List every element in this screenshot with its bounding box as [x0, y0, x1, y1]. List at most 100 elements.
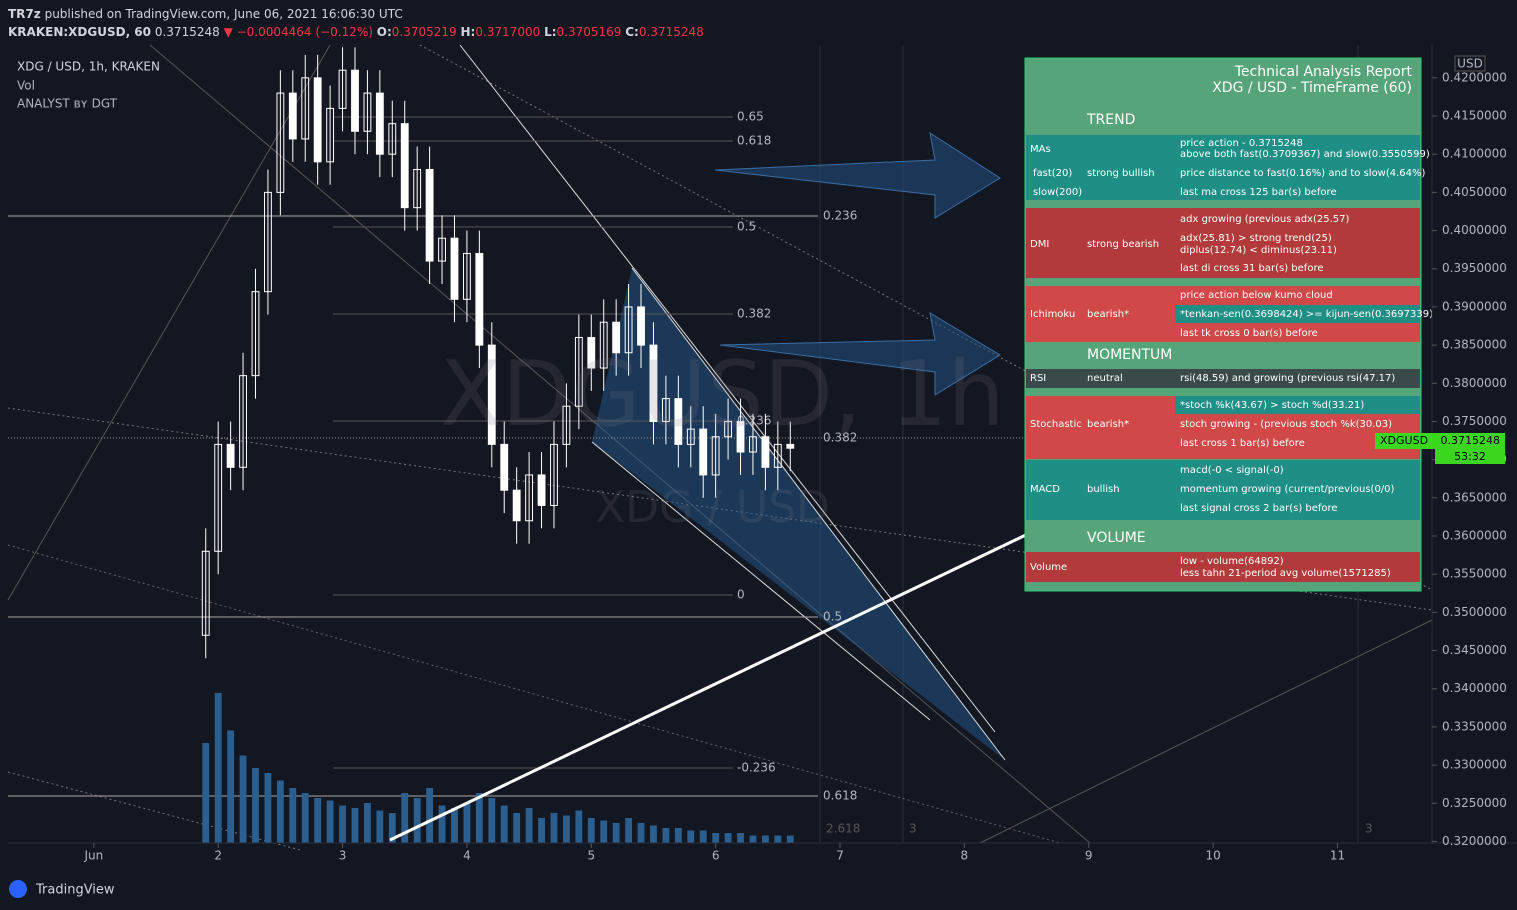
candle-body: [264, 191, 272, 293]
y-tick-label: 0.4000000: [1442, 223, 1507, 237]
arrow: [714, 131, 1001, 219]
volume-bar: [674, 828, 682, 843]
fib-label: 0.382: [737, 307, 771, 321]
gann-line: [979, 619, 1433, 844]
indicator-status: bearish*: [1087, 309, 1129, 320]
fib-label: 0.5: [737, 220, 756, 234]
y-tick-label: 0.4100000: [1442, 147, 1507, 161]
volume-bar: [202, 743, 210, 843]
candle-body: [674, 398, 683, 445]
volume-bar: [364, 803, 371, 843]
fib-label: 0.65: [737, 110, 764, 124]
y-tick-label: 0.3500000: [1442, 605, 1507, 619]
ohlc-label: L:: [544, 25, 556, 39]
fib-label: 2.618: [826, 822, 860, 836]
gann-line: [7, 44, 331, 601]
indicator-line: low - volume(64892): [1180, 556, 1284, 567]
ohlc-label: O:: [377, 25, 392, 39]
y-tick-label: 0.3450000: [1442, 643, 1507, 657]
volume-bar: [426, 788, 434, 843]
x-tick-label: 4: [463, 849, 471, 863]
y-tick-label: 0.3900000: [1442, 299, 1507, 313]
indicator-name: DMI: [1030, 239, 1049, 250]
volume-bar: [761, 835, 769, 843]
candle-body: [525, 474, 534, 522]
indicator-line: stoch growing - (previous stoch %k(30.03…: [1180, 419, 1392, 430]
fib-label: 0.618: [823, 789, 857, 803]
indicator-line: less tahn 21-period avg volume(1571285): [1180, 568, 1391, 579]
change: ▼ −0.0004464 (−0.12%): [224, 25, 373, 39]
candle-body: [363, 92, 372, 132]
volume-bar: [575, 810, 583, 843]
y-tick-label: 0.3250000: [1442, 796, 1507, 810]
x-tick-label: 9: [1085, 849, 1093, 863]
currency: USD: [1457, 57, 1483, 71]
volume-bar: [612, 823, 620, 843]
volume-bar: [413, 798, 421, 843]
candle-body: [450, 237, 459, 300]
candle-body: [749, 436, 757, 453]
volume-bar: [401, 793, 409, 843]
volume-bar: [264, 773, 272, 843]
candle-body: [736, 420, 745, 453]
x-tick-label: 10: [1205, 849, 1220, 863]
volume-bar: [376, 810, 384, 843]
candle-body: [326, 107, 335, 163]
dotted-trend: [419, 44, 1433, 591]
fib-label: 0.236: [737, 414, 771, 428]
candle-body: [761, 436, 770, 468]
volume-bar: [500, 805, 508, 843]
indicator-line: adx(25.81) > strong trend(25): [1180, 233, 1332, 244]
legend-vol: Vol: [17, 79, 35, 93]
candle-body: [400, 123, 409, 209]
publish-line: TR7z published on TradingView.com, June …: [8, 7, 403, 21]
legend-indicator: ANALYST ʙʏ DGT: [17, 97, 118, 111]
volume-bar: [513, 813, 521, 843]
indicator-line: *tenkan-sen(0.3698424) >= kijun-sen(0.36…: [1180, 309, 1433, 320]
volume-bar: [550, 813, 558, 843]
volume-bar: [637, 823, 645, 843]
indicator-line: last signal cross 2 bar(s) before: [1180, 503, 1338, 514]
y-tick-label: 0.3350000: [1442, 719, 1507, 733]
candle-body: [587, 336, 596, 369]
volume-bar: [749, 835, 757, 843]
arrow: [719, 312, 1001, 396]
volume-bar: [488, 798, 496, 843]
candle-body: [562, 405, 571, 445]
volume-bar: [463, 803, 471, 843]
volume-bar: [214, 693, 222, 843]
candle-body: [276, 92, 285, 193]
candle-body: [375, 92, 384, 155]
candle-body: [574, 336, 583, 407]
last-price: 0.3715248: [155, 25, 220, 39]
volume-bar: [562, 815, 570, 843]
volume-bar: [786, 835, 794, 843]
volume-bar: [388, 813, 396, 843]
y-tick-label: 0.3750000: [1442, 414, 1507, 428]
indicator-line: above both fast(0.3709367) and slow(0.35…: [1180, 149, 1430, 160]
ohlc-label: H:: [460, 25, 475, 39]
ohlc-value: 0.3705219: [392, 25, 457, 39]
fib-label: 0.236: [823, 209, 857, 223]
y-tick-label: 0.4150000: [1442, 109, 1507, 123]
candle-body: [550, 443, 558, 506]
candle-body: [351, 69, 359, 132]
x-tick-label: 8: [961, 849, 969, 863]
volume-bar: [326, 800, 334, 843]
candle-body: [226, 443, 235, 468]
fib-label: 0.5: [823, 610, 842, 624]
indicator-name: Stochastic: [1030, 419, 1082, 430]
y-tick-label: 0.4200000: [1442, 70, 1507, 84]
candle-body: [724, 420, 733, 438]
publisher: TR7z: [8, 7, 41, 21]
countdown: 53:32: [1454, 450, 1486, 463]
volume-bar: [438, 805, 446, 843]
logo-icon: [9, 880, 27, 898]
section-header: VOLUME: [1087, 530, 1146, 546]
symbol: KRAKEN:XDGUSD, 60: [8, 25, 151, 39]
cell-bg: [1175, 396, 1420, 414]
y-tick-label: 0.3200000: [1442, 834, 1507, 848]
section-header: TREND: [1086, 112, 1135, 128]
candle-body: [462, 252, 471, 300]
x-tick-label: 6: [712, 849, 720, 863]
